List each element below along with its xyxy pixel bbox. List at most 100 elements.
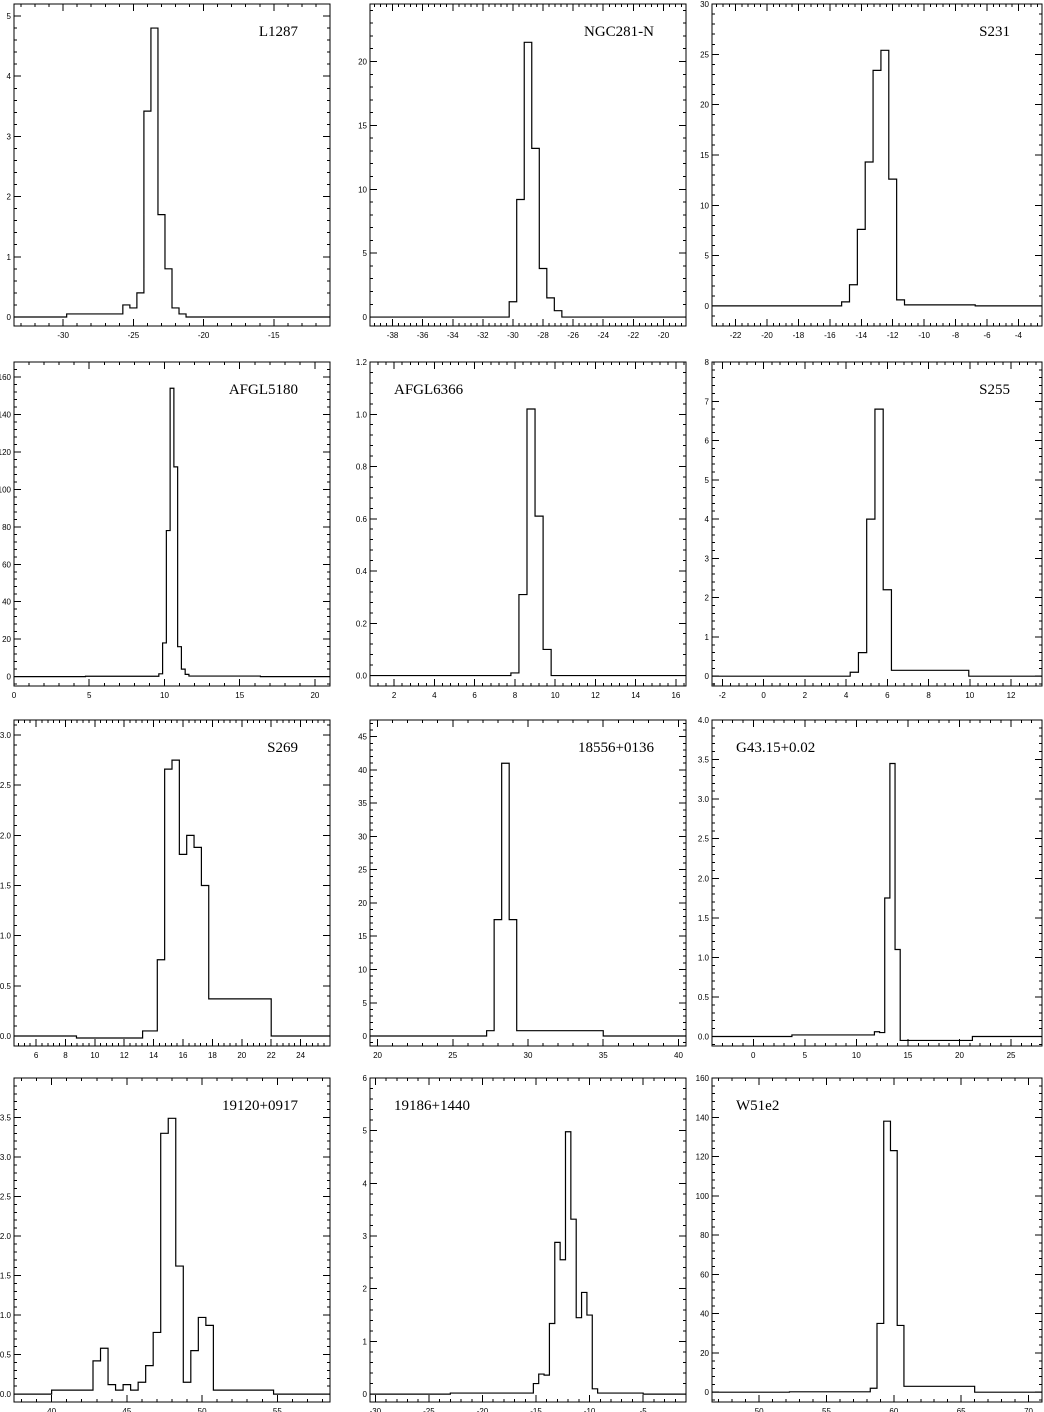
y-tick-label: 2.5 (0, 781, 12, 790)
x-tick-label: -24 (597, 331, 609, 340)
x-tick-label: 20 (237, 1051, 246, 1060)
x-tick-label: 45 (122, 1407, 131, 1412)
y-tick-label: 20 (700, 101, 709, 110)
panel-title: G43.15+0.02 (736, 740, 815, 756)
y-tick-label: 0.5 (0, 982, 12, 991)
y-tick-label: 0.0 (0, 1032, 12, 1041)
x-tick-label: 10 (551, 691, 560, 700)
panel-frame (13, 3, 331, 327)
y-tick-label: 2 (705, 594, 710, 603)
y-tick-label: 0.0 (0, 1390, 12, 1399)
panel-title: S269 (267, 740, 298, 756)
x-tick-label: -28 (537, 331, 549, 340)
x-tick-label: 65 (957, 1407, 966, 1412)
x-tick-label: -30 (507, 331, 519, 340)
y-tick-label: 2.0 (0, 1232, 12, 1241)
y-tick-label: 3.0 (698, 795, 710, 804)
y-tick-label: 1 (363, 1337, 368, 1346)
y-tick-label: 1.5 (0, 1272, 12, 1281)
panel-3: -22 -20 -18 -16 -14 -12 -10 -8 -6 -4 0 5 10 15 20 25 30 S… (700, 0, 1043, 340)
y-tick-label: 10 (700, 201, 709, 210)
panel-frame (369, 1077, 687, 1403)
y-tick-label: 0 (363, 313, 368, 322)
x-tick-label: -34 (447, 331, 459, 340)
y-tick-label: 1.5 (698, 914, 710, 923)
y-tick-label: 160 (696, 1074, 710, 1083)
panel-10: 40 45 50 55 0.0 0.5 1.0 1.5 2.0 2.5 3.0 3.5 19120+09… (0, 1077, 331, 1412)
x-tick-label: -10 (918, 331, 930, 340)
panel-title: AFGL5180 (229, 382, 298, 398)
x-tick-label: 15 (235, 691, 244, 700)
x-tick-label: -30 (370, 1407, 382, 1412)
y-tick-label: 4 (705, 515, 710, 524)
x-tick-label: 70 (1024, 1407, 1033, 1412)
y-tick-label: 4.0 (698, 716, 710, 725)
x-tick-label: 0 (751, 1051, 756, 1060)
y-tick-label: 0.5 (0, 1351, 12, 1360)
x-tick-label: 20 (310, 691, 319, 700)
x-tick-label: -22 (628, 331, 640, 340)
y-tick-label: 20 (358, 58, 367, 67)
x-tick-label: 16 (671, 691, 680, 700)
x-tick-label: -8 (952, 331, 960, 340)
panel-title: S255 (979, 382, 1010, 398)
panel-4: 0 5 10 15 20 0 20 40 60 80 100 120 140 160 AFGL5180 (0, 361, 331, 700)
spectrum-line (712, 1120, 1042, 1393)
x-tick-label: 50 (755, 1407, 764, 1412)
x-tick-label: 6 (34, 1051, 39, 1060)
x-tick-label: 25 (1007, 1051, 1016, 1060)
panel-frame (369, 719, 687, 1047)
x-tick-label: 12 (1007, 691, 1016, 700)
panel-frame (369, 361, 687, 687)
y-tick-label: 120 (0, 448, 12, 457)
spectrum-line (370, 41, 686, 318)
panel-7: 6 8 10 12 14 16 18 20 22 24 0.0 0.5 1.0 1.5 2.0 2.5 3.0 S… (0, 719, 331, 1060)
panel-title: L1287 (259, 24, 299, 40)
x-tick-label: 50 (198, 1407, 207, 1412)
y-tick-label: 80 (700, 1231, 709, 1240)
x-tick-label: 15 (903, 1051, 912, 1060)
y-tick-label: 60 (2, 560, 11, 569)
x-tick-label: 25 (448, 1051, 457, 1060)
y-tick-label: 20 (358, 899, 367, 908)
x-tick-label: 16 (179, 1051, 188, 1060)
x-tick-label: 20 (373, 1051, 382, 1060)
y-tick-label: 0.0 (698, 1033, 710, 1042)
x-tick-label: -20 (658, 331, 670, 340)
y-tick-label: 15 (700, 151, 709, 160)
x-tick-label: 40 (47, 1407, 56, 1412)
panel-2: -38 -36 -34 -32 -30 -28 -26 -24 -22 -20 0 5 10 15 20 NG… (358, 3, 687, 340)
y-tick-label: 30 (700, 0, 709, 9)
x-tick-label: 35 (599, 1051, 608, 1060)
spectrum-line (712, 762, 1042, 1042)
y-tick-label: 8 (705, 358, 710, 367)
panel-9: 0 5 10 15 20 25 0.0 0.5 1.0 1.5 2.0 2.5 3.0 3.5 4.0 G43… (698, 716, 1043, 1060)
y-tick-label: 120 (696, 1153, 710, 1162)
panel-8: 20 25 30 35 40 0 5 10 15 20 25 30 35 40 45 18556+0136 (358, 719, 687, 1060)
y-tick-label: 3 (705, 554, 710, 563)
y-tick-label: 1 (705, 633, 710, 642)
y-tick-label: 2.5 (0, 1193, 12, 1202)
y-tick-label: 1.0 (356, 410, 368, 419)
x-tick-label: 20 (955, 1051, 964, 1060)
spectrum-line (14, 1117, 330, 1395)
panel-frame (369, 3, 687, 327)
x-tick-label: 10 (90, 1051, 99, 1060)
x-tick-label: -38 (387, 331, 399, 340)
y-tick-label: 2.0 (698, 874, 710, 883)
x-tick-label: 30 (524, 1051, 533, 1060)
y-tick-label: 3.5 (698, 756, 710, 765)
y-tick-label: 40 (2, 598, 11, 607)
y-tick-label: 1.0 (0, 1311, 12, 1320)
panel-title: NGC281-N (584, 24, 654, 40)
x-tick-label: 6 (885, 691, 890, 700)
x-tick-label: -20 (198, 331, 210, 340)
y-tick-label: 4 (7, 72, 12, 81)
panel-title: 19120+0917 (222, 1098, 298, 1114)
y-tick-label: 3 (363, 1232, 368, 1241)
x-tick-label: -4 (1015, 331, 1023, 340)
y-tick-label: 6 (363, 1074, 368, 1083)
x-tick-label: 18 (208, 1051, 217, 1060)
y-tick-label: 0 (705, 1388, 710, 1397)
